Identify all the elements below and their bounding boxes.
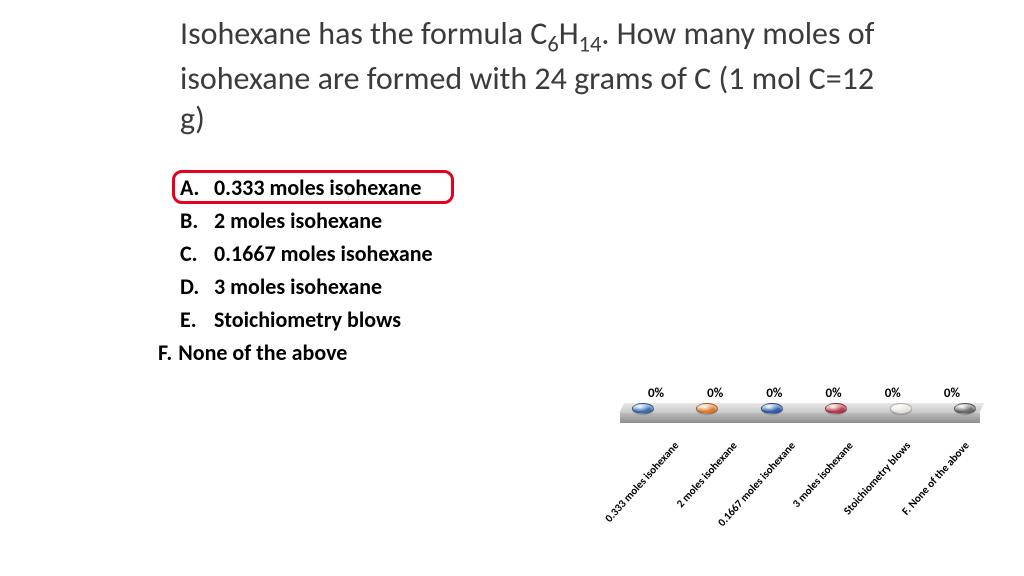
q-pre: Isohexane has the formula C	[180, 14, 547, 53]
option-f[interactable]: F. None of the above	[158, 339, 433, 366]
chart-label-0: 0.333 moles isohexane	[603, 439, 682, 525]
plate-2	[761, 403, 783, 414]
question-text: Isohexane has the formula C6H14. How man…	[180, 14, 880, 139]
response-chart: 0% 0% 0% 0% 0% 0% 0.333 moles isohexane …	[624, 386, 984, 546]
option-letter: C.	[180, 240, 214, 267]
q-sub2: 14	[579, 31, 602, 58]
plate-row	[624, 403, 984, 421]
plate-1	[696, 403, 718, 414]
plate-0	[632, 403, 654, 414]
chart-platform	[624, 403, 984, 425]
pct-4: 0%	[869, 386, 917, 401]
q-mid: H	[559, 14, 579, 53]
pct-0: 0%	[632, 386, 680, 401]
option-letter: D.	[180, 273, 214, 300]
plate-4	[890, 403, 912, 414]
option-text: None of the above	[178, 339, 347, 366]
percent-row: 0% 0% 0% 0% 0% 0%	[624, 386, 984, 401]
option-text: Stoichiometry blows	[214, 306, 401, 333]
options-list: A. 0.333 moles isohexane B. 2 moles isoh…	[180, 174, 433, 372]
option-c[interactable]: C. 0.1667 moles isohexane	[180, 240, 433, 267]
option-e[interactable]: E. Stoichiometry blows	[180, 306, 433, 333]
pct-1: 0%	[691, 386, 739, 401]
plate-5	[954, 403, 976, 414]
pct-3: 0%	[810, 386, 858, 401]
q-sub1: 6	[547, 31, 558, 58]
option-letter: B.	[180, 207, 214, 234]
option-a[interactable]: A. 0.333 moles isohexane	[180, 174, 433, 201]
option-letter: A.	[180, 174, 214, 201]
option-text: 3 moles isohexane	[214, 273, 382, 300]
pct-2: 0%	[750, 386, 798, 401]
chart-labels: 0.333 moles isohexane 2 moles isohexane …	[624, 431, 984, 541]
option-d[interactable]: D. 3 moles isohexane	[180, 273, 433, 300]
plate-3	[825, 403, 847, 414]
option-letter: F.	[158, 339, 172, 366]
option-text: 0.1667 moles isohexane	[214, 240, 433, 267]
option-text: 0.333 moles isohexane	[214, 174, 421, 201]
chart-label-3: 3 moles isohexane	[790, 439, 856, 510]
option-letter: E.	[180, 306, 214, 333]
pct-5: 0%	[928, 386, 976, 401]
option-b[interactable]: B. 2 moles isohexane	[180, 207, 433, 234]
chart-label-1: 2 moles isohexane	[674, 439, 740, 510]
option-text: 2 moles isohexane	[214, 207, 382, 234]
